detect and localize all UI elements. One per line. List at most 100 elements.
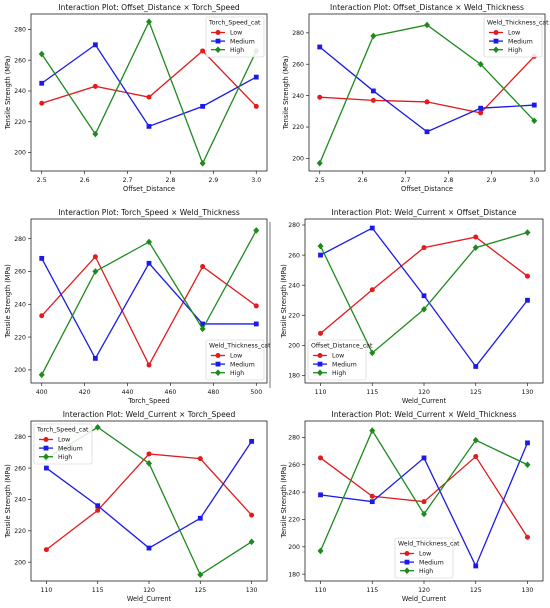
data-point-high [92,268,99,275]
interaction-chart-6: Interaction Plot: Weld_Current × Weld_Th… [280,410,544,603]
data-point-medium [478,105,484,111]
x-tick-label: 500 [250,389,262,396]
data-point-low [200,264,206,270]
data-point-medium [369,225,375,231]
data-point-low [318,330,324,336]
data-point-high [477,60,484,68]
legend-entry-high: High [508,47,522,54]
legend-entry-low: Low [230,353,242,360]
plot-frame [30,218,268,384]
data-point-high [472,436,479,444]
data-point-high [421,305,427,313]
x-tick-label: 110 [40,587,52,594]
chart-title: Interaction Plot: Weld_Current × Offset_… [332,208,517,217]
y-tick-label: 260 [288,462,300,469]
legend-entry-high: High [58,454,72,461]
chart-title: Interaction Plot: Weld_Current × Weld_Th… [331,410,516,419]
data-point-low [478,110,484,116]
interaction-chart-3: Interaction Plot: Torch_Speed × Weld_Thi… [4,208,271,405]
y-tick-label: 220 [292,124,304,131]
x-tick-label: 3.0 [529,177,539,184]
interaction-chart-2: Interaction Plot: Offset_Distance × Weld… [282,3,549,193]
x-axis-label: Offset_Distance [123,185,175,193]
data-point-high [94,423,101,431]
x-tick-label: 2.5 [315,177,325,184]
data-point-medium [146,545,152,551]
data-point-high [38,50,45,58]
legend-marker-low [493,30,499,35]
data-point-low [318,455,324,461]
data-point-low [39,313,45,319]
data-point-low [370,97,376,103]
x-tick-label: 2.9 [486,177,496,184]
legend-entry-low: Low [332,353,344,360]
series-line-low [45,453,253,551]
y-tick-label: 260 [14,57,26,64]
legend-box [33,423,93,465]
y-tick-label: 200 [14,150,26,157]
chart-title: Interaction Plot: Offset_Distance × Torc… [58,3,240,12]
y-tick-label: 260 [14,269,26,276]
data-point-medium [39,255,45,261]
y-tick-label: 220 [14,334,26,341]
legend-marker-low [317,353,323,358]
y-tick-label: 180 [288,373,300,380]
data-point-low [369,287,375,293]
legend-title: Weld_Thickness_cat [398,541,460,548]
data-point-medium [249,438,255,444]
y-tick-label: 240 [14,88,26,95]
legend-marker-low [215,353,221,358]
data-point-low [146,94,152,100]
data-point-high [472,244,479,251]
y-tick-label: 260 [292,61,304,68]
data-point-medium [146,260,152,266]
data-point-low [253,103,259,109]
x-tick-label: 125 [194,587,206,594]
legend-entry-high: High [230,47,244,54]
data-point-high [199,325,206,333]
interaction-chart-4: Interaction Plot: Weld_Current × Offset_… [280,208,544,405]
y-tick-label: 200 [288,544,300,551]
y-tick-label: 200 [292,156,304,163]
plot-frame [308,13,546,172]
data-point-low [146,451,152,457]
data-point-medium [531,102,537,108]
legend-marker-medium [317,361,323,367]
legend-marker-high [215,46,221,53]
data-point-low [473,454,479,460]
data-point-high [253,227,260,234]
y-axis-label: Tensile Strength (MPa) [4,464,12,539]
data-point-high [92,130,99,138]
y-tick-label: 240 [292,93,304,100]
interaction-chart-1: Interaction Plot: Offset_Distance × Torc… [4,3,268,193]
x-axis-label: Weld_Current [402,595,447,603]
x-tick-label: 2.8 [166,177,176,184]
data-point-high [317,242,324,250]
data-point-low [39,100,45,106]
x-axis-label: Offset_Distance [401,185,453,193]
x-tick-label: 120 [143,587,155,594]
data-point-low [421,245,427,251]
data-point-low [424,99,430,105]
data-point-high [524,461,531,469]
y-tick-label: 200 [14,367,26,374]
data-point-medium [253,74,259,80]
data-point-medium [421,293,427,299]
legend-entry-low: Low [508,30,520,37]
data-point-low [200,48,206,54]
legend-entry-high: High [332,370,346,377]
y-axis-label: Tensile Strength (MPa) [4,264,12,339]
data-point-high [38,371,45,379]
y-tick-label: 280 [14,27,26,34]
y-tick-label: 280 [288,222,300,229]
legend-entry-medium: Medium [508,38,533,45]
data-point-medium [43,465,49,471]
x-tick-label: 480 [207,389,219,396]
y-tick-label: 260 [14,465,26,472]
data-point-low [524,273,530,279]
